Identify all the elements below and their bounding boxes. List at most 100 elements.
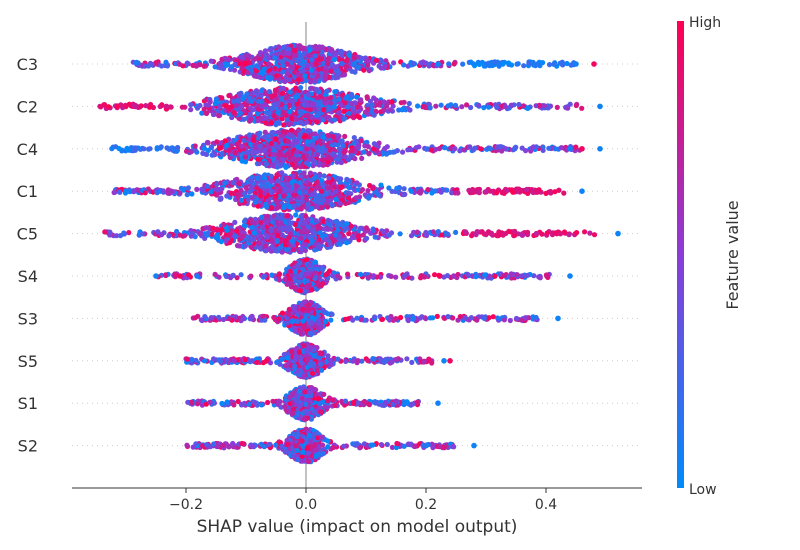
shap-dot: [263, 201, 269, 207]
shap-dot: [438, 102, 444, 108]
shap-dot: [316, 111, 322, 117]
shap-dot: [566, 232, 572, 238]
shap-dot: [259, 214, 265, 220]
shap-dot: [418, 60, 424, 66]
shap-dot: [290, 173, 296, 179]
shap-dot: [188, 107, 194, 113]
shap-dot: [241, 116, 247, 122]
shap-dot: [328, 100, 334, 106]
shap-dot: [200, 186, 206, 192]
shap-dot: [237, 110, 243, 116]
shap-dot: [163, 103, 170, 109]
shap-dot: [290, 155, 296, 161]
shap-dot: [298, 229, 304, 235]
shap-dot: [306, 53, 312, 59]
shap-dot: [268, 205, 274, 211]
shap-dot: [287, 121, 294, 127]
shap-dot: [163, 59, 169, 65]
shap-dot: [268, 188, 274, 194]
shap-dot: [378, 58, 384, 64]
shap-dot: [275, 152, 281, 158]
shap-dot: [254, 111, 260, 117]
shap-dot: [366, 151, 372, 157]
shap-dot: [262, 129, 268, 135]
shap-dot: [241, 108, 248, 114]
shap-dot: [551, 61, 557, 67]
shap-dot: [286, 102, 293, 108]
shap-dot: [309, 85, 315, 91]
shap-dot: [273, 136, 279, 142]
shap-dot: [327, 179, 333, 185]
shap-dot: [361, 149, 367, 155]
shap-dot: [158, 232, 164, 238]
shap-dot: [249, 149, 255, 155]
shap-dot: [320, 197, 326, 203]
shap-dot: [307, 107, 313, 113]
shap-dot: [319, 44, 325, 50]
shap-dot: [201, 106, 207, 112]
shap-dot: [335, 227, 341, 233]
shap-dot: [308, 57, 315, 63]
shap-dot: [218, 145, 224, 151]
shap-dot: [261, 66, 267, 72]
shap-dot: [492, 59, 498, 65]
shap-dot: [249, 244, 255, 250]
shap-dot: [292, 222, 298, 228]
shap-dot: [273, 193, 279, 199]
shap-dot: [166, 233, 172, 239]
shap-dot: [107, 229, 113, 235]
shap-dot: [352, 69, 358, 75]
shap-dot: [278, 137, 284, 143]
shap-dot: [401, 62, 407, 68]
shap-dot: [487, 146, 493, 152]
shap-dot: [210, 225, 216, 231]
shap-dot: [276, 44, 282, 50]
shap-dot: [321, 173, 327, 179]
shap-dot: [345, 104, 351, 110]
shap-dot: [498, 144, 504, 150]
shap-dot: [210, 111, 216, 118]
shap-dot: [329, 202, 336, 208]
shap-dot: [336, 233, 343, 239]
shap-dot: [133, 60, 139, 66]
shap-dot: [293, 85, 299, 91]
shap-dot: [228, 64, 235, 70]
shap-dot: [501, 231, 507, 237]
shap-dot: [322, 73, 328, 79]
shap-dot: [273, 159, 279, 165]
shap-dot: [231, 110, 237, 116]
shap-dot: [460, 61, 466, 67]
shap-dot: [328, 95, 334, 101]
shap-dot: [240, 95, 246, 101]
shap-dot: [394, 148, 400, 154]
shap-dot: [306, 161, 312, 168]
shap-dot: [157, 145, 163, 151]
shap-dot: [533, 187, 539, 194]
shap-dot: [255, 156, 261, 162]
shap-dot: [241, 137, 247, 143]
shap-dot: [323, 69, 329, 75]
shap-dot: [287, 89, 293, 95]
shap-dot: [359, 187, 366, 193]
shap-dot: [293, 116, 299, 122]
shap-dot: [309, 142, 315, 148]
shap-dot: [384, 103, 390, 109]
shap-dot: [287, 77, 293, 83]
shap-dot: [298, 164, 304, 170]
shap-dot: [279, 96, 285, 102]
shap-dot: [326, 55, 332, 62]
shap-dot: [286, 50, 292, 57]
shap-dot: [289, 127, 295, 133]
shap-dot: [232, 219, 238, 225]
shap-dot: [274, 238, 280, 244]
shap-dot: [204, 139, 210, 146]
shap-outlier-dot: [597, 146, 603, 152]
shap-dot: [139, 231, 145, 237]
shap-dot: [257, 56, 263, 62]
shap-dot: [469, 188, 475, 194]
shap-dot: [280, 51, 286, 57]
shap-dot: [373, 57, 380, 63]
shap-dot: [494, 104, 500, 110]
shap-dot: [354, 180, 360, 186]
shap-dot: [283, 175, 289, 181]
